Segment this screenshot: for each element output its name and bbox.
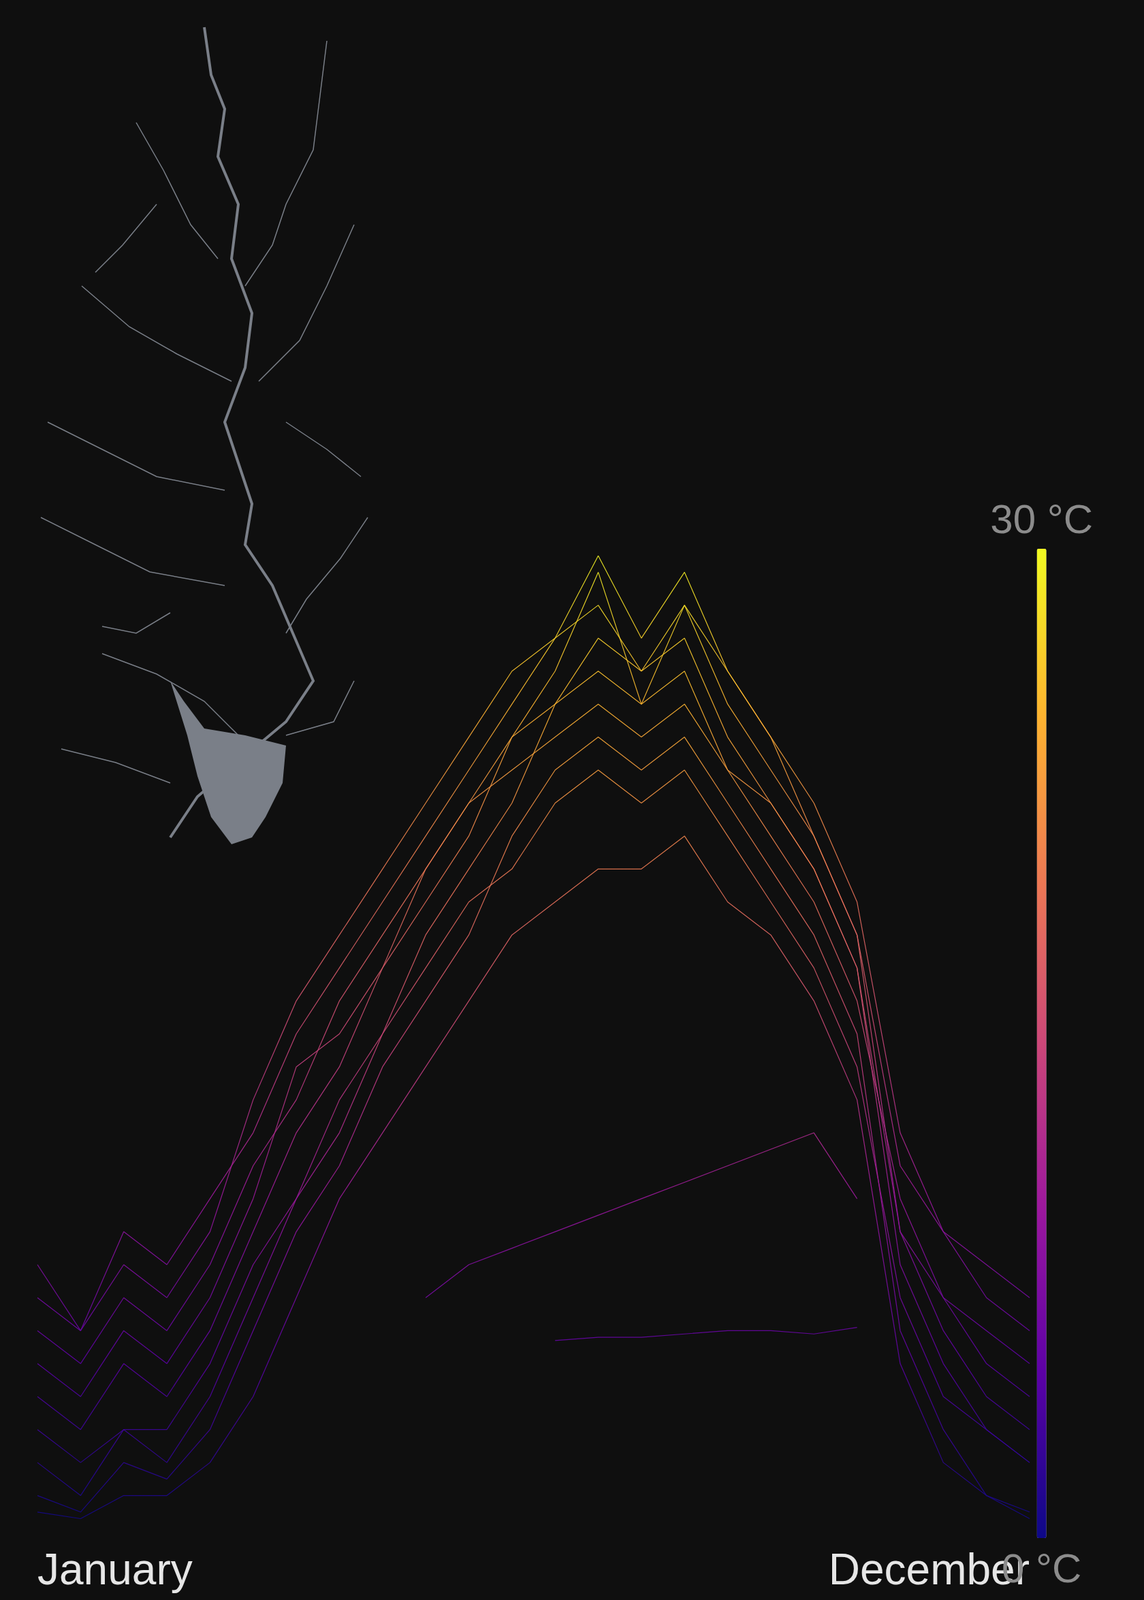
svg-text:0 °C: 0 °C	[1001, 1545, 1082, 1592]
svg-text:30 °C: 30 °C	[990, 496, 1093, 543]
svg-text:December: December	[828, 1545, 1030, 1595]
svg-text:January: January	[37, 1545, 193, 1595]
